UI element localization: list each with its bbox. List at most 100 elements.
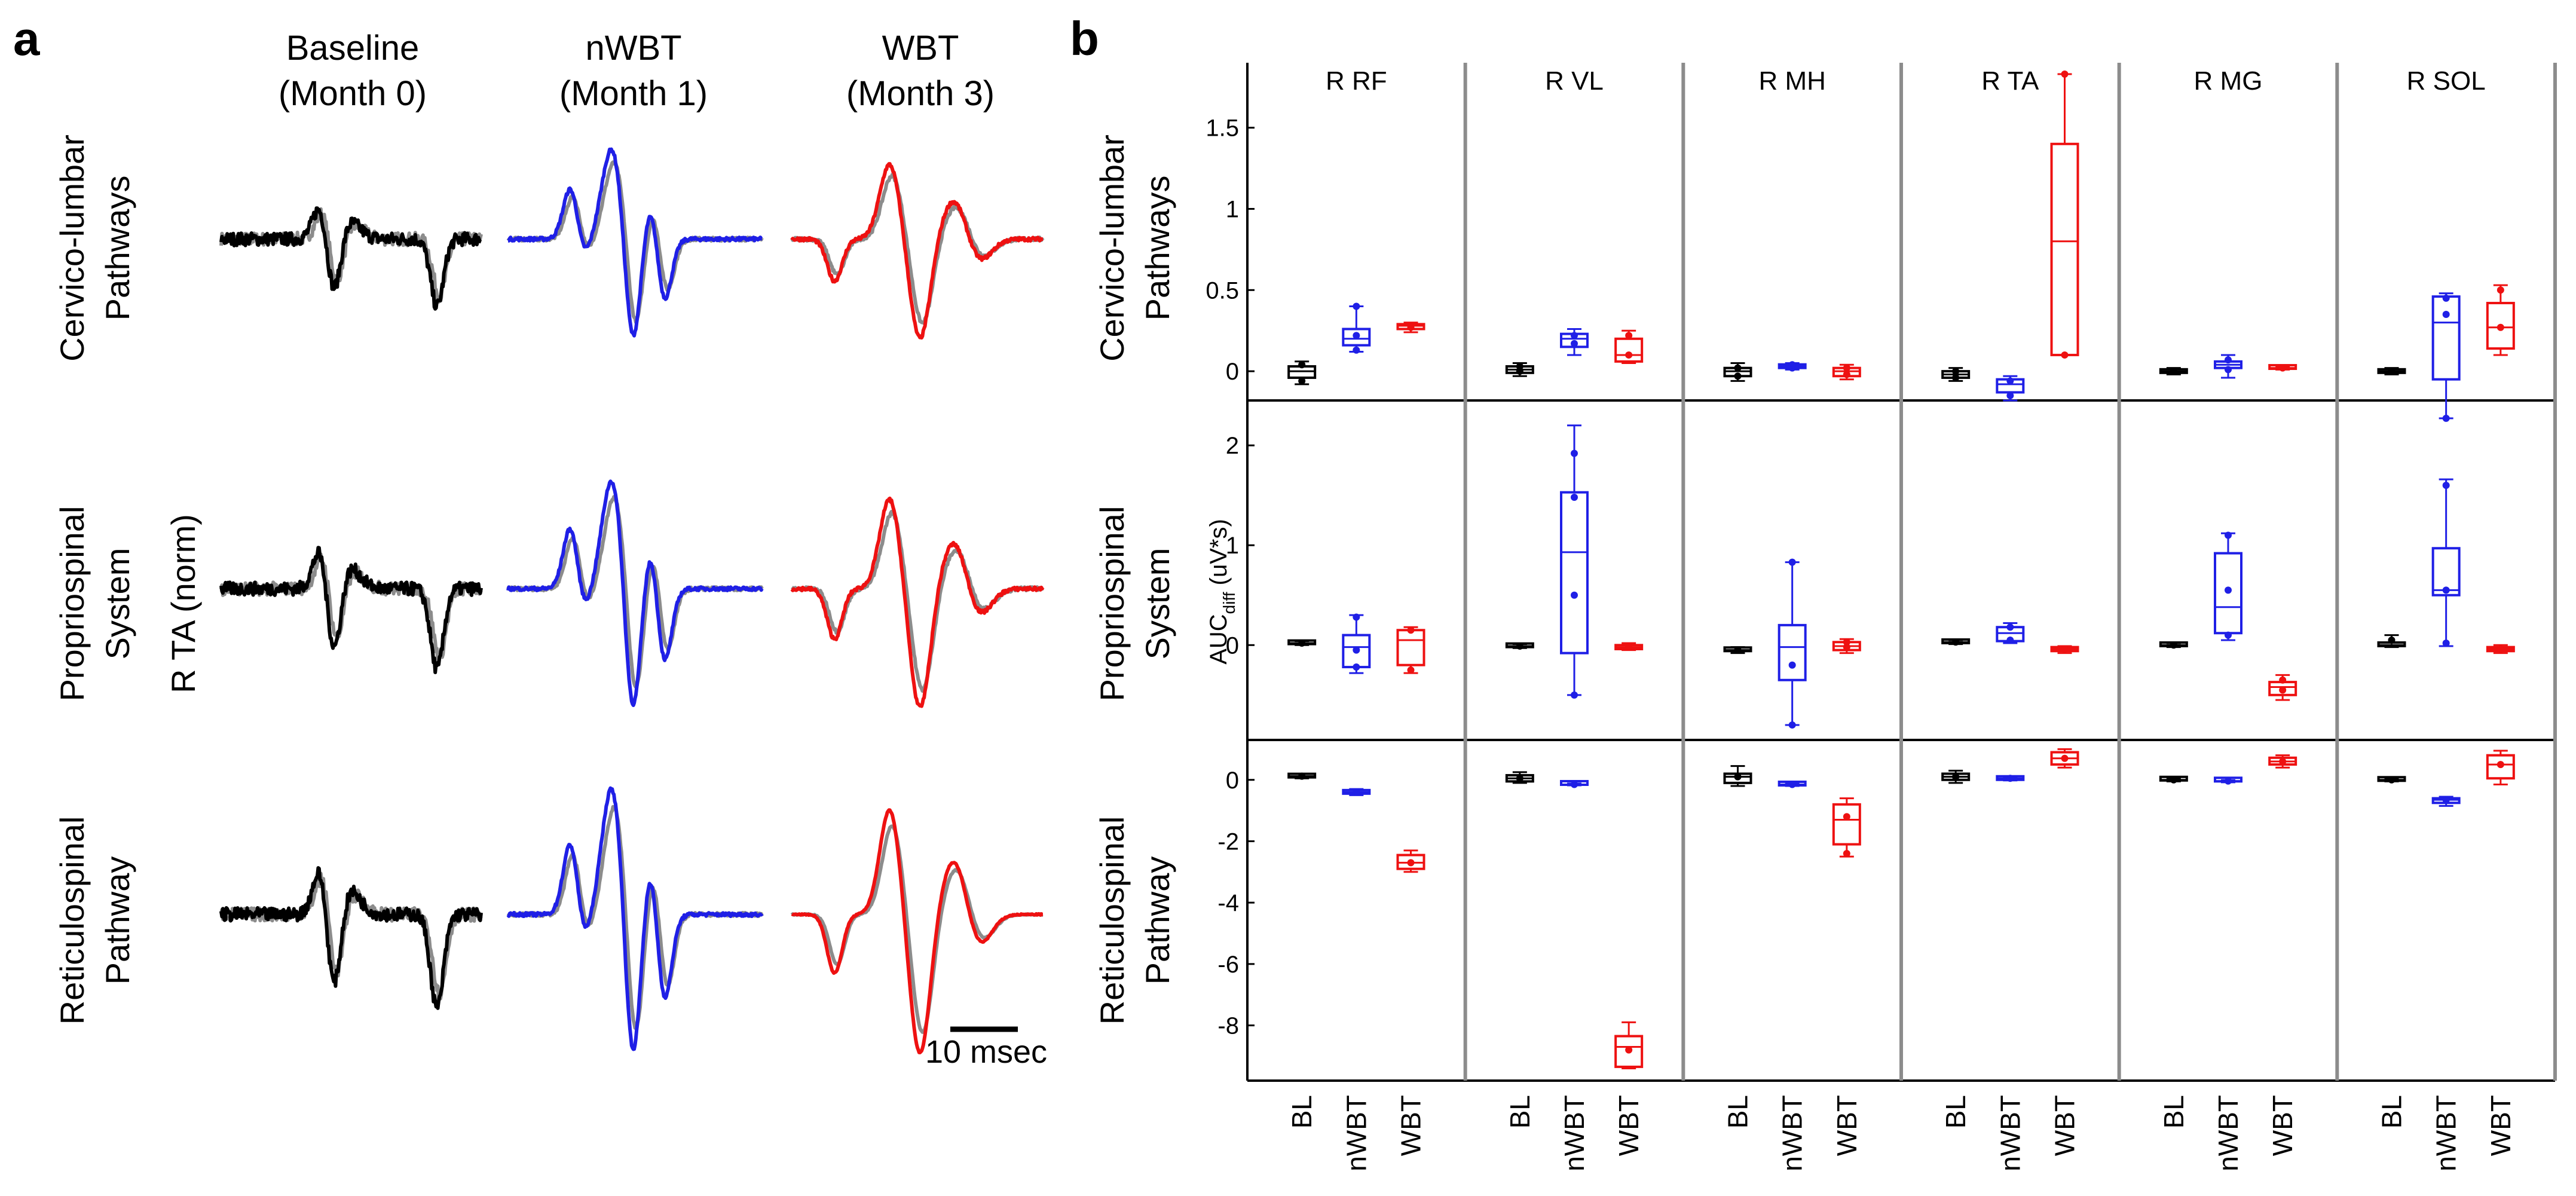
data-point	[2279, 364, 2287, 372]
box-body	[1832, 803, 1861, 846]
muscle-title: R VL	[1545, 66, 1604, 96]
box-body	[2431, 295, 2461, 381]
box-body	[2431, 547, 2461, 597]
column-header-baseline-line2: (Month 0)	[279, 74, 427, 113]
y-tick-label: 0	[1226, 359, 1239, 385]
box-body	[1396, 629, 1425, 666]
row-label-a-cervico-line2: Pathways	[99, 176, 136, 321]
data-point	[2006, 391, 2014, 399]
column-header-wbt-line1: WBT	[882, 29, 959, 68]
data-point	[2442, 414, 2450, 422]
emg-trace	[219, 546, 483, 674]
data-point	[1734, 364, 1742, 372]
data-point	[1843, 638, 1850, 646]
x-tick-label: BL	[2376, 1095, 2407, 1128]
data-point	[1571, 591, 1578, 599]
data-point	[1353, 663, 1360, 671]
data-point	[2442, 586, 2450, 594]
data-point	[1788, 661, 1796, 669]
y-tick-label: 1.5	[1206, 115, 1239, 142]
data-point	[1516, 362, 1523, 370]
data-point	[1952, 773, 1960, 781]
data-point	[2170, 368, 2177, 375]
row-label-b-proprio-line1: Propriospinal	[1093, 506, 1131, 702]
data-point	[2388, 636, 2396, 644]
y-tick-label: 0	[1226, 767, 1239, 794]
emg-reference-trace	[219, 871, 483, 1001]
data-point	[2225, 366, 2232, 374]
box-body	[2486, 754, 2515, 780]
data-point	[2225, 631, 2232, 639]
box-body	[1342, 328, 1371, 347]
x-tick-label: BL	[1723, 1095, 1754, 1128]
data-point	[2061, 71, 2069, 78]
data-point	[1353, 346, 1360, 354]
data-point	[1571, 494, 1578, 501]
data-point	[2225, 531, 2232, 539]
data-point	[1625, 1046, 1633, 1054]
data-point	[1734, 646, 1742, 654]
muscle-title: R SOL	[2407, 66, 2486, 96]
box-body	[1560, 491, 1589, 654]
data-point	[1843, 371, 1850, 378]
data-point	[2442, 482, 2450, 489]
x-tick-label: nWBT	[1777, 1095, 1808, 1171]
data-point	[1571, 339, 1578, 347]
data-point	[2279, 676, 2287, 684]
x-tick-label: BL	[2158, 1095, 2189, 1128]
data-point	[1516, 775, 1523, 782]
emg-trace	[790, 496, 1045, 708]
data-point	[1952, 374, 1960, 381]
x-tick-label: nWBT	[1994, 1095, 2026, 1171]
data-point	[2061, 351, 2069, 359]
data-point	[2225, 777, 2232, 785]
x-tick-label: BL	[1286, 1095, 1317, 1128]
column-header-wbt-line2: (Month 3)	[846, 74, 995, 113]
boxplot-grid: R RF R VL R MH R TA R MG R SOL BL nWBT WBT BL nWBT…	[1206, 63, 2557, 1171]
data-point	[1407, 626, 1415, 634]
muscle-title: R MG	[2194, 66, 2263, 96]
muscle-title: R TA	[1981, 66, 2039, 96]
data-point	[2442, 311, 2450, 319]
box-body	[2486, 302, 2515, 350]
y-axis-label-b: AUCdiff (uV*s)	[1206, 519, 1238, 665]
emg-reference-trace	[506, 805, 764, 1031]
ylabel-unit: (uV*s)	[1206, 519, 1232, 592]
data-point	[2006, 636, 2014, 644]
muscle-title: R RF	[1326, 66, 1387, 96]
row-label-a-proprio-line2: System	[99, 548, 136, 660]
data-point	[2225, 586, 2232, 594]
row-label-b-cervico-line2: Pathways	[1139, 176, 1176, 321]
emg-trace	[507, 147, 763, 338]
scale-bar-label: 10 msec	[925, 1034, 1047, 1070]
row-label-a-reticulo-line1: Reticulospinal	[53, 816, 91, 1025]
y-tick-label: 2	[1226, 433, 1239, 459]
y-tick-label: 0.5	[1206, 277, 1239, 304]
emg-trace	[791, 808, 1044, 1054]
emg-trace	[506, 786, 764, 1051]
row-label-b-reticulo-line1: Reticulospinal	[1093, 816, 1131, 1025]
x-tick-label: WBT	[1831, 1095, 1862, 1156]
panel-b-label: b	[1070, 12, 1099, 65]
data-point	[1298, 639, 1306, 647]
x-tick-label: BL	[1940, 1095, 1971, 1128]
data-point	[2442, 294, 2450, 302]
data-point	[1788, 781, 1796, 788]
row-label-b-proprio-line2: System	[1139, 548, 1176, 660]
data-point	[1843, 643, 1850, 651]
data-point	[2388, 776, 2396, 784]
data-point	[2225, 356, 2232, 364]
data-point	[1625, 332, 1633, 339]
row-label-a-proprio-line1: Propriospinal	[53, 506, 91, 702]
x-tick-label: nWBT	[2213, 1095, 2244, 1171]
column-header-nwbt-line2: (Month 1)	[559, 74, 708, 113]
emg-reference-trace	[790, 172, 1045, 325]
data-point	[2388, 368, 2396, 375]
y-axis-label-a: R TA (norm)	[164, 514, 202, 693]
x-tick-label: nWBT	[1559, 1095, 1590, 1171]
box-body	[1777, 623, 1807, 681]
y-tick-label: -8	[1217, 1013, 1239, 1039]
emg-reference-trace	[791, 510, 1044, 693]
emg-trace	[219, 866, 483, 1010]
